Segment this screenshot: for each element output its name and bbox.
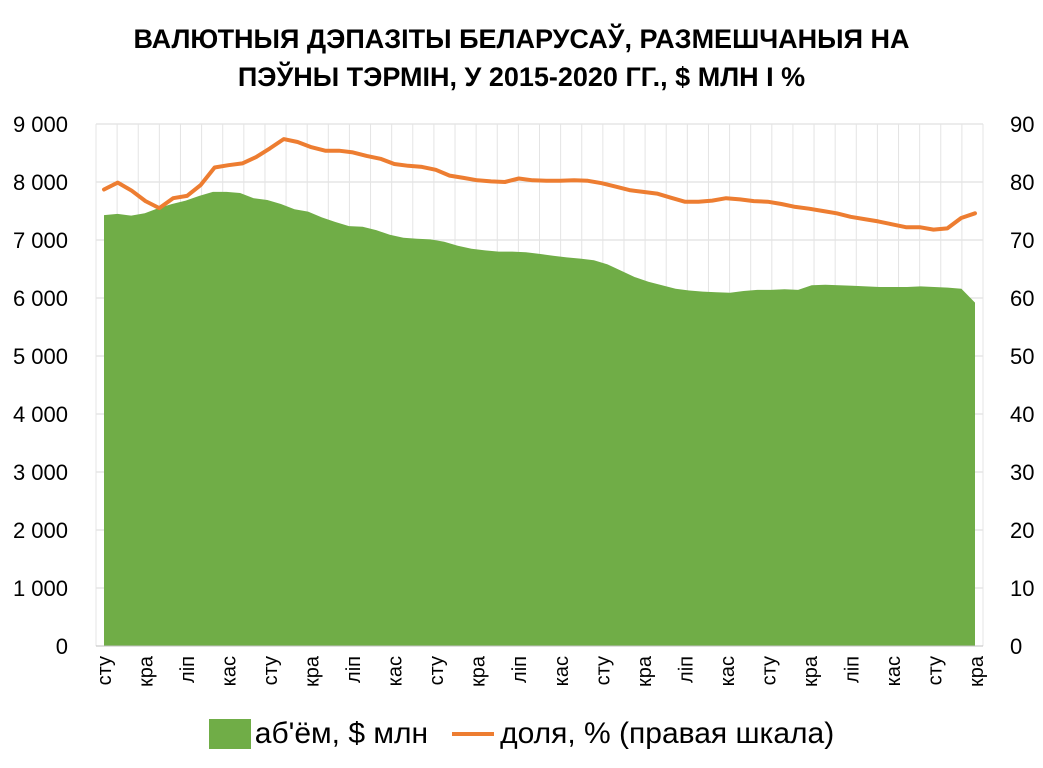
x-tick-label: ліп	[343, 656, 365, 683]
chart-title: ВАЛЮТНЫЯ ДЭПАЗІТЫ БЕЛАРУСАЎ, РАЗМЕШЧАНЫЯ…	[0, 20, 1043, 96]
y-right-tick-label: 70	[1010, 228, 1034, 253]
area-volume	[104, 191, 975, 646]
x-tick-label: кра	[302, 655, 324, 687]
legend-swatch-volume	[208, 719, 251, 749]
y-right-tick-label: 80	[1010, 170, 1034, 195]
legend-label-volume: аб'ём, $ млн	[254, 717, 429, 750]
x-tick-label: ліп	[509, 656, 531, 683]
chart-plot: 0 0 1 000 10 2 000 20 3 000 30 4 000 40 5 000 50 6 0…	[13, 112, 1035, 687]
x-tick-label: кас	[385, 656, 407, 686]
x-tick-label: ліп	[177, 656, 199, 683]
y-left-tick-label: 9 000	[13, 112, 68, 137]
x-tick-label: ліп	[841, 656, 863, 683]
x-tick-label: кра	[468, 655, 490, 687]
y-right-tick-label: 30	[1010, 460, 1034, 485]
x-tick-label: кас	[883, 656, 905, 686]
y-left-tick-label: 5 000	[13, 344, 68, 369]
y-left-tick-label: 0	[56, 634, 68, 659]
y-right-tick-label: 10	[1010, 576, 1034, 601]
x-tick-label: кра	[634, 655, 656, 687]
y-left-tick-label: 4 000	[13, 402, 68, 427]
y-left-tick-label: 2 000	[13, 518, 68, 543]
x-tick-label: сту	[758, 656, 780, 685]
y-right-tick-label: 0	[1010, 634, 1022, 659]
x-tick-label: кра	[966, 655, 988, 687]
chart-title-line-2: ПЭЎНЫ ТЭРМІН, У 2015-2020 ГГ., $ МЛН І %	[237, 62, 806, 92]
line-series	[102, 137, 977, 232]
area-series	[104, 191, 975, 646]
y-right-tick-label: 90	[1010, 112, 1034, 137]
x-tick-label: сту	[925, 656, 947, 685]
y-right-tick-label: 50	[1010, 344, 1034, 369]
x-tick-label: ліп	[675, 656, 697, 683]
x-tick-label: сту	[260, 656, 282, 685]
x-tick-label: кра	[136, 655, 158, 687]
y-right-tick-label: 20	[1010, 518, 1034, 543]
x-tick-label: сту	[94, 656, 116, 685]
legend-swatch-share	[452, 732, 495, 736]
x-tick-label: сту	[426, 656, 448, 685]
y-left-tick-label: 8 000	[13, 170, 68, 195]
y-right-tick-label: 40	[1010, 402, 1034, 427]
x-tick-label: сту	[592, 656, 614, 685]
legend: аб'ём, $ млн доля, % (правая шкала)	[0, 712, 1043, 756]
y-left-tick-label: 6 000	[13, 286, 68, 311]
x-tick-label: кас	[219, 656, 241, 686]
x-tick-label: кас	[551, 656, 573, 686]
y-left-tick-label: 7 000	[13, 228, 68, 253]
chart-title-line-1: ВАЛЮТНЫЯ ДЭПАЗІТЫ БЕЛАРУСАЎ, РАЗМЕШЧАНЫЯ…	[133, 24, 910, 54]
legend-label-share: доля, % (правая шкала)	[500, 717, 835, 750]
x-tick-label: кас	[717, 656, 739, 686]
x-tick-label: кра	[800, 655, 822, 687]
y-right-tick-label: 60	[1010, 286, 1034, 311]
y-left-tick-label: 1 000	[13, 576, 68, 601]
legend-item-volume: аб'ём, $ млн	[208, 717, 429, 751]
line-share	[102, 137, 977, 232]
axes: 0 0 1 000 10 2 000 20 3 000 30 4 000 40 5 000 50 6 0…	[13, 112, 1035, 687]
y-left-tick-label: 3 000	[13, 460, 68, 485]
legend-item-share: доля, % (правая шкала)	[452, 717, 834, 751]
